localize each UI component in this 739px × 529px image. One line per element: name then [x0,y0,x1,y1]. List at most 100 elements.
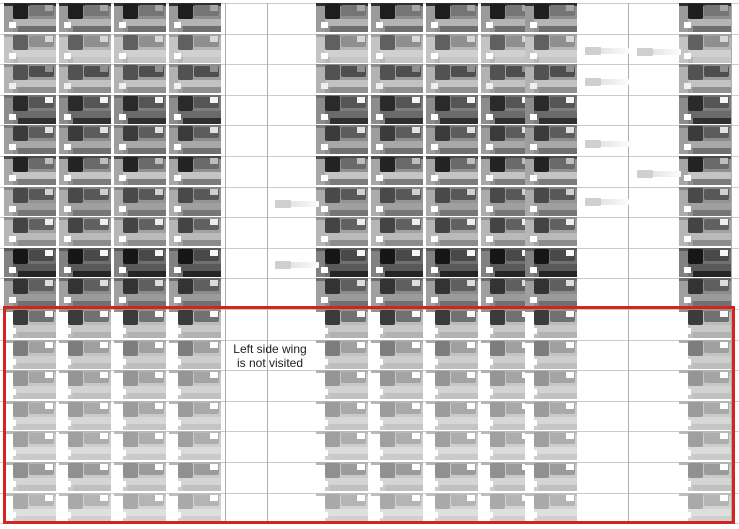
room-mid-strip [688,172,731,179]
room-top-right [506,433,531,444]
room-mid-strip [380,80,423,87]
tile-left-wing [481,190,490,216]
room-top-right [84,311,109,322]
marker-dot [321,114,328,120]
room-corner-sq [155,464,163,470]
room-mid-strip [68,417,111,424]
room-corner-sq [155,36,163,42]
marker-dot [174,144,181,150]
room-top-left [380,249,395,264]
room-top-right [396,36,421,47]
marker-dot [684,22,691,28]
room-top-left [490,310,505,325]
room-top-left [68,4,83,19]
room-top-left [534,4,549,19]
marker-dot [431,206,438,212]
floorplan-thumbnail [679,462,731,491]
room-mid-strip [325,203,368,210]
room-top-left [490,432,505,447]
room-top-left [435,157,450,172]
room-top-left [534,96,549,111]
room-top-right [194,189,219,200]
room-top-right [550,433,575,444]
room-bottom-bar [330,393,368,399]
room-top-left [688,157,703,172]
marker-dot [321,481,328,487]
marker-dot [64,236,71,242]
room-mid-strip [123,417,166,424]
room-corner-sq [155,403,163,409]
room-mid-strip [688,111,731,118]
floorplan-thumbnail [679,34,731,63]
room-top-right [341,433,366,444]
room-top-left [688,96,703,111]
tile-top-bar [426,125,478,128]
tile-top-bar [114,34,166,37]
room-top-left [123,4,138,19]
marker-dot [119,359,126,365]
tile-top-bar [525,278,577,281]
marker-dot [119,175,126,181]
tile-top-bar [169,125,221,128]
marker-dot [431,53,438,59]
room-bottom-bar [73,516,111,522]
room-mid-strip [13,356,56,363]
tile-top-bar [481,125,533,128]
floorplan-thumbnail [525,34,577,63]
room-top-right [29,250,54,261]
room-top-left [13,157,28,172]
tile-left-wing [481,373,490,399]
room-corner-sq [210,219,218,225]
room-mid-strip [688,80,731,87]
room-mid-strip [490,356,533,363]
floorplan-thumbnail [4,309,56,338]
room-top-right [396,372,421,383]
tile-left-wing [426,434,435,460]
tile-top-bar [59,370,111,373]
room-top-left [325,463,340,478]
room-bottom-bar [693,271,731,277]
room-bottom-bar [128,210,166,216]
floorplan-thumbnail [316,248,368,277]
room-mid-strip [688,325,731,332]
room-top-right [139,5,164,16]
room-corner-sq [100,342,108,348]
marker-dot [431,175,438,181]
tile-top-bar [481,156,533,159]
room-top-right [84,66,109,77]
tile-left-wing [4,190,13,216]
floorplan-thumbnail [525,187,577,216]
marker-dot [431,297,438,303]
room-corner-sq [155,127,163,133]
room-corner-sq [357,127,365,133]
room-top-left [490,65,505,80]
room-mid-strip [68,264,111,271]
marker-dot [486,359,493,365]
tile-top-bar [4,95,56,98]
room-corner-sq [210,189,218,195]
tile-top-bar [426,278,478,281]
marker-dot [486,53,493,59]
tile-top-bar [114,64,166,67]
room-top-right [704,464,729,475]
room-top-left [435,310,450,325]
room-bottom-bar [440,26,478,32]
room-top-right [550,127,575,138]
room-top-right [451,66,476,77]
room-top-left [178,463,193,478]
tile-left-wing [316,434,325,460]
room-bottom-bar [330,148,368,154]
tile-left-wing [426,496,435,522]
floorplan-thumbnail [679,3,731,32]
room-bottom-bar [693,393,731,399]
marker-dot [9,144,16,150]
tile-top-bar [169,431,221,434]
tile-top-bar [59,340,111,343]
marker-dot [376,297,383,303]
marker-dot [376,512,383,518]
room-corner-sq [720,97,728,103]
room-top-left [178,218,193,233]
room-top-left [68,65,83,80]
room-mid-strip [123,233,166,240]
room-top-left [534,249,549,264]
